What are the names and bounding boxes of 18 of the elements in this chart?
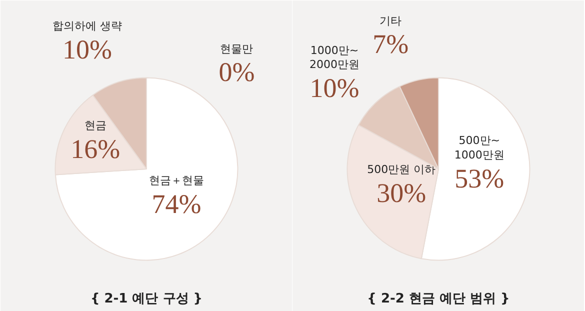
- data-label: 30%: [376, 178, 426, 208]
- text: { 2-2 현금 예단 범위 }: [367, 292, 510, 306]
- slice-label: 합의하에 생략: [52, 20, 122, 33]
- slice-label: 1000만~ 2000만원: [310, 44, 360, 72]
- data-label: 74%: [152, 189, 202, 220]
- data-label: 7%: [372, 29, 409, 60]
- data-label: 53%: [454, 163, 504, 194]
- text: { 2-1 예단 구성 }: [90, 292, 203, 306]
- slice-label: 500만원 이하: [367, 162, 436, 176]
- slice-label: 현금＋현물: [148, 174, 204, 188]
- data-label: 16%: [70, 134, 120, 164]
- category-label: 현물만: [220, 42, 254, 56]
- slice-label: 500만~ 1000만원: [454, 134, 504, 162]
- text: 0%: [218, 57, 255, 88]
- data-label: 10%: [62, 34, 112, 65]
- data-label: 10%: [310, 73, 360, 104]
- slice-label: 현금: [84, 119, 106, 132]
- slice-label: 기타: [380, 14, 402, 28]
